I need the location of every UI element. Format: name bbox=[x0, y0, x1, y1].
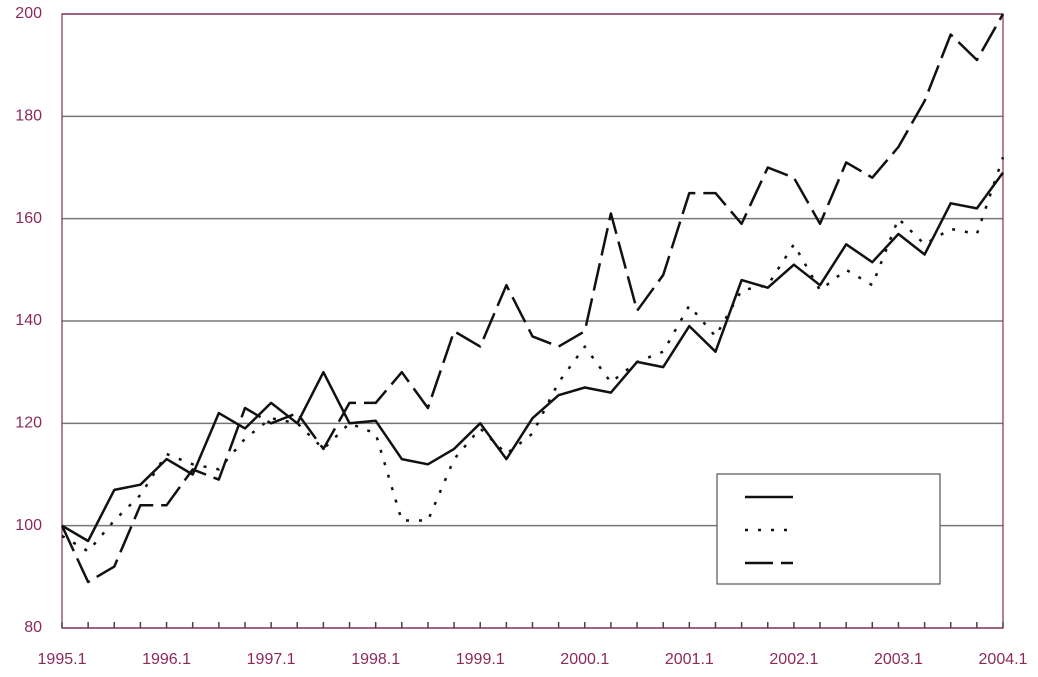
y-tick-label: 160 bbox=[15, 210, 42, 227]
y-tick-label: 80 bbox=[24, 619, 42, 636]
x-tick-label: 1996.1 bbox=[142, 651, 191, 668]
y-tick-label: 140 bbox=[15, 312, 42, 329]
series-line bbox=[61, 171, 1005, 543]
x-tick-label: 2004.1 bbox=[979, 651, 1028, 668]
x-tick-label: 2000.1 bbox=[560, 651, 609, 668]
x-tick-label: 1998.1 bbox=[351, 651, 400, 668]
x-tick-label: 1997.1 bbox=[247, 651, 296, 668]
y-tick-label: 200 bbox=[15, 5, 42, 22]
x-tick-label: 2003.1 bbox=[874, 651, 923, 668]
y-tick-label: 100 bbox=[15, 517, 42, 534]
x-tick-label: 2001.1 bbox=[665, 651, 714, 668]
x-tick-label: 2002.1 bbox=[769, 651, 818, 668]
series-line bbox=[61, 156, 1005, 553]
legend-box bbox=[716, 473, 941, 585]
y-tick-label: 120 bbox=[15, 415, 42, 432]
y-tick-label: 180 bbox=[15, 108, 42, 125]
x-tick-label: 1999.1 bbox=[456, 651, 505, 668]
x-tick-label: 1995.1 bbox=[38, 651, 87, 668]
series-line bbox=[60, 13, 1005, 584]
